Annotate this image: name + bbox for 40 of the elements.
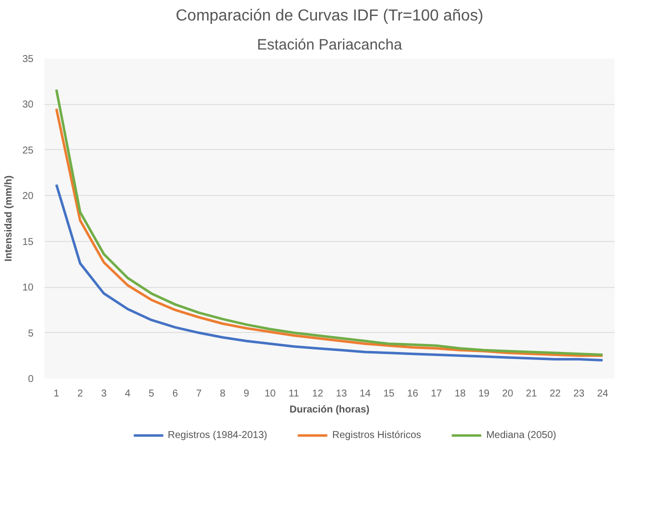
x-tick-label: 6 [172,388,178,400]
legend-label: Registros Históricos [332,430,422,440]
x-tick-label: 20 [502,388,514,400]
chart-subtitle: Estación Pariacancha [256,36,403,54]
x-tick-label: 17 [430,388,442,400]
y-tick-label: 35 [22,54,34,65]
x-tick-label: 3 [101,388,108,400]
x-tick-label: 7 [196,388,202,400]
line-series [55,183,604,362]
x-tick-label: 2 [77,388,84,400]
x-tick-label: 18 [454,388,466,400]
y-tick-label: 5 [28,328,34,340]
y-tick-label: 0 [28,374,34,385]
x-tick-label: 22 [550,388,562,400]
x-tick-label: 10 [264,388,276,400]
x-tick-label: 4 [124,388,131,400]
chart-title: Comparación de Curvas IDF (Tr=100 años) [176,8,484,24]
x-tick-label: 24 [597,388,609,400]
x-tick-label: 23 [573,388,585,400]
x-tick-label: 12 [312,388,324,400]
x-tick-label: 19 [478,388,490,400]
y-tick-label: 20 [22,191,34,202]
x-tick-label: 15 [383,388,395,400]
x-tick-label: 13 [336,388,348,400]
y-axis-title: Intensidad (mm/h) [3,175,14,262]
x-tick-label: 1 [54,388,60,400]
x-tick-label: 21 [526,388,538,400]
legend-label: Registros (1984-2013) [168,430,268,440]
x-tick-label: 9 [244,388,250,400]
x-tick-label: 11 [288,388,300,400]
x-axis-title: Duración (horas) [289,404,370,416]
x-tick-label: 8 [220,388,226,400]
legend-label: Mediana (2050) [486,430,556,440]
y-tick-label: 30 [22,100,34,111]
x-tick-label: 5 [148,388,155,400]
y-tick-label: 10 [22,282,34,294]
y-tick-label: 15 [22,236,34,248]
x-tick-label: 16 [407,388,419,400]
y-tick-label: 25 [22,145,34,156]
x-tick-label: 14 [360,388,372,400]
